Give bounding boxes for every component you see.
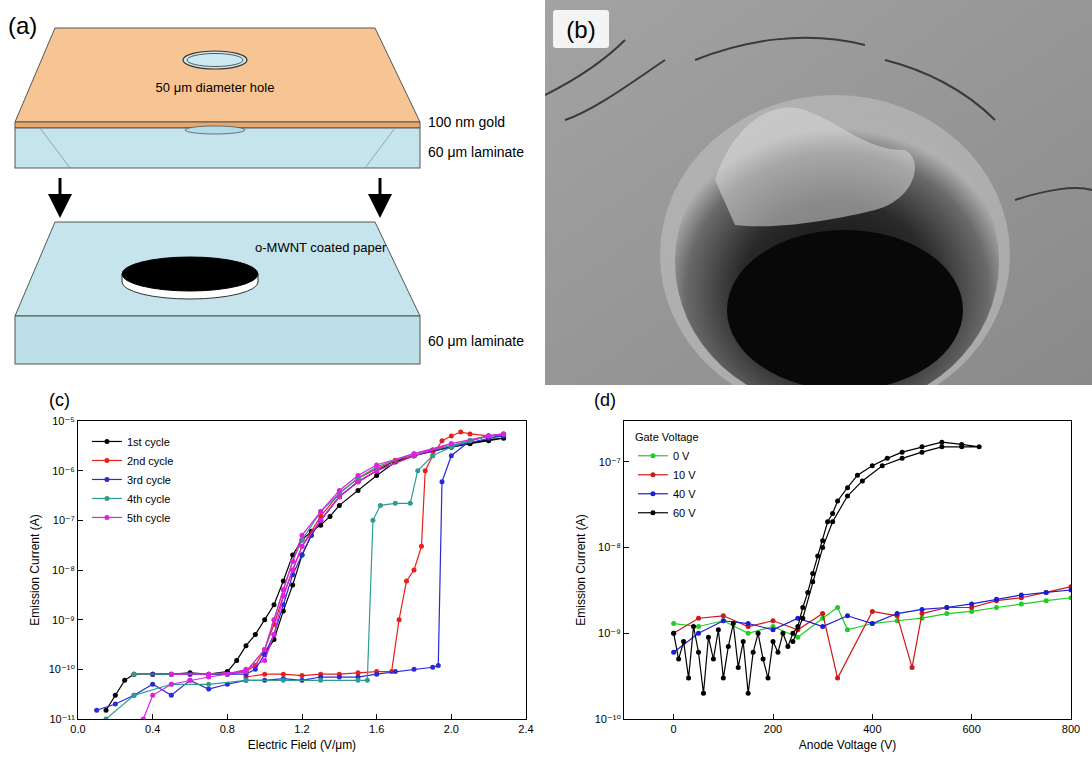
svg-text:10⁻⁵: 10⁻⁵ xyxy=(52,415,75,427)
svg-text:0: 0 xyxy=(671,723,677,735)
svg-text:o-MWNT coated paper: o-MWNT coated paper xyxy=(255,240,387,255)
svg-text:1.2: 1.2 xyxy=(294,723,309,735)
svg-text:2.0: 2.0 xyxy=(444,723,459,735)
svg-text:10⁻⁶: 10⁻⁶ xyxy=(52,465,75,477)
svg-text:60 μm laminate: 60 μm laminate xyxy=(428,144,524,160)
svg-text:200: 200 xyxy=(764,723,782,735)
svg-text:Gate Voltage: Gate Voltage xyxy=(635,431,699,443)
svg-text:Anode Voltage (V): Anode Voltage (V) xyxy=(799,738,896,752)
svg-text:5th cycle: 5th cycle xyxy=(127,512,170,524)
svg-text:Electric Field (V/μm): Electric Field (V/μm) xyxy=(248,738,356,752)
svg-text:(c): (c) xyxy=(49,390,70,410)
svg-text:2.4: 2.4 xyxy=(518,723,533,735)
svg-text:60 V: 60 V xyxy=(673,507,696,519)
svg-text:Emission Current (A): Emission Current (A) xyxy=(28,514,42,625)
svg-text:600: 600 xyxy=(962,723,980,735)
svg-text:50 μm diameter hole: 50 μm diameter hole xyxy=(156,80,275,95)
svg-text:1.6: 1.6 xyxy=(369,723,384,735)
svg-text:60 μm laminate: 60 μm laminate xyxy=(428,333,524,349)
svg-text:10⁻⁹: 10⁻⁹ xyxy=(52,614,75,626)
svg-text:(d): (d) xyxy=(594,390,616,410)
svg-text:400: 400 xyxy=(863,723,881,735)
svg-text:1st cycle: 1st cycle xyxy=(127,436,170,448)
svg-text:(a): (a) xyxy=(8,12,37,39)
svg-text:100 nm gold: 100 nm gold xyxy=(428,114,505,130)
svg-text:4th cycle: 4th cycle xyxy=(127,493,170,505)
svg-text:10⁻⁹: 10⁻⁹ xyxy=(598,627,621,639)
svg-text:0.0: 0.0 xyxy=(70,723,85,735)
svg-text:10⁻⁷: 10⁻⁷ xyxy=(53,514,75,526)
svg-text:0.8: 0.8 xyxy=(220,723,235,735)
svg-text:Emission Current (A): Emission Current (A) xyxy=(574,514,588,625)
svg-text:10⁻⁸: 10⁻⁸ xyxy=(598,541,621,553)
svg-text:10 V: 10 V xyxy=(673,469,696,481)
svg-text:(b): (b) xyxy=(566,16,595,43)
svg-text:10⁻¹¹: 10⁻¹¹ xyxy=(49,713,75,725)
svg-text:10⁻¹⁰: 10⁻¹⁰ xyxy=(49,663,76,675)
svg-text:10⁻⁷: 10⁻⁷ xyxy=(599,456,621,468)
svg-text:10⁻¹⁰: 10⁻¹⁰ xyxy=(595,713,622,725)
svg-text:2nd cycle: 2nd cycle xyxy=(127,455,173,467)
svg-text:10⁻⁸: 10⁻⁸ xyxy=(52,564,75,576)
svg-text:0.4: 0.4 xyxy=(145,723,160,735)
svg-text:40 V: 40 V xyxy=(673,488,696,500)
svg-text:800: 800 xyxy=(1062,723,1080,735)
svg-text:0 V: 0 V xyxy=(673,450,690,462)
svg-text:3rd cycle: 3rd cycle xyxy=(127,474,171,486)
